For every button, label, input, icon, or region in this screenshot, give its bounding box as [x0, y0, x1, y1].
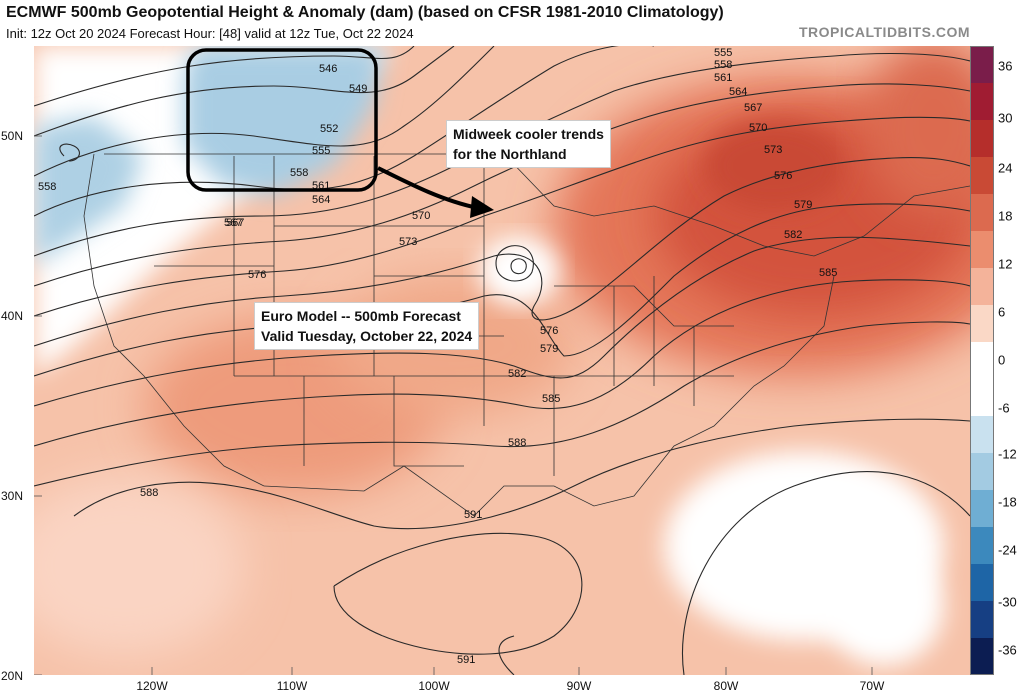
contour-label: 567	[224, 217, 242, 229]
contour-label: 567	[226, 217, 244, 229]
contour-label: 585	[542, 393, 560, 405]
contour-label: 558	[38, 181, 56, 193]
contour-label: 567	[744, 102, 762, 114]
callout-euro-line2: Valid Tuesday, October 22, 2024	[261, 328, 473, 344]
contour-label: 546	[319, 63, 337, 75]
contour-label: 573	[399, 236, 417, 248]
colorbar-tick-label: 18	[998, 208, 1013, 224]
colorbar-swatch	[970, 342, 994, 380]
contour-label: 564	[729, 86, 747, 98]
colorbar-tick-label: -18	[998, 494, 1017, 510]
contour-label: 576	[774, 170, 792, 182]
colorbar-tick-label: 36	[998, 58, 1013, 74]
colorbar-swatch	[970, 601, 994, 639]
map-subtitle: Init: 12z Oct 20 2024 Forecast Hour: [48…	[6, 26, 414, 41]
lon-label: 110W	[276, 679, 308, 693]
contour-label: 585	[819, 267, 837, 279]
colorbar-tick-label: 0	[998, 352, 1006, 368]
callout-northland: Midweek cooler trends for the Northland	[446, 120, 611, 168]
arrow	[377, 166, 494, 218]
colorbar-swatch	[970, 490, 994, 528]
colorbar-tick-label: -36	[998, 642, 1017, 658]
contour-label: 576	[540, 325, 558, 337]
colorbar-swatch	[970, 305, 994, 343]
colorbar-swatch	[970, 453, 994, 491]
contour-label: 582	[508, 368, 526, 380]
graticule	[34, 135, 873, 675]
contour-label: 570	[412, 210, 430, 222]
contour-label: 570	[749, 122, 767, 134]
contour-label: 591	[457, 654, 475, 666]
contour-label: 579	[794, 199, 812, 211]
colorbar-swatch	[970, 416, 994, 454]
colorbar-swatch	[970, 564, 994, 602]
contour-label: 588	[508, 437, 526, 449]
colorbar-swatch	[970, 527, 994, 565]
contour-label: 549	[349, 83, 367, 95]
contour-label: 555	[312, 145, 330, 157]
colorbar-swatch	[970, 120, 994, 158]
lon-label: 100W	[418, 679, 450, 693]
colorbar-tick-label: -30	[998, 594, 1017, 610]
callout-euro-model: Euro Model -- 500mb Forecast Valid Tuesd…	[254, 302, 480, 350]
map-title: ECMWF 500mb Geopotential Height & Anomal…	[6, 4, 724, 21]
contour-label: 561	[714, 72, 732, 84]
colorbar-tick-label: 24	[998, 160, 1013, 176]
lat-label: 20N	[1, 669, 24, 683]
colorbar-tick-label: -24	[998, 542, 1017, 558]
contour-label: 552	[320, 123, 338, 135]
lat-label: 40N	[1, 309, 24, 323]
contour-label: 576	[248, 269, 266, 281]
colorbar-swatch	[970, 157, 994, 195]
lon-label: 120W	[136, 679, 168, 693]
lon-label: 70W	[859, 679, 885, 693]
watermark: TROPICALTIDBITS.COM	[798, 24, 970, 40]
colorbar-tick-label: 12	[998, 256, 1013, 272]
contour-label: 555	[714, 47, 732, 59]
colorbar-border	[970, 46, 994, 675]
colorbar-tick-label: -6	[998, 400, 1010, 416]
colorbar-tick-label: -12	[998, 446, 1017, 462]
colorbar-swatch	[970, 194, 994, 232]
lon-label: 80W	[713, 679, 739, 693]
contour-label: 564	[312, 194, 330, 206]
colorbar-tick-label: 6	[998, 304, 1006, 320]
lon-label: 90W	[566, 679, 592, 693]
contour-label: 558	[290, 167, 308, 179]
contour-label: 558	[714, 59, 732, 71]
callout-northland-line2: for the Northland	[453, 146, 567, 162]
contour-label: 582	[784, 229, 802, 241]
colorbar-swatch	[970, 46, 994, 84]
contour-label: 588	[140, 487, 158, 499]
colorbar-tick-label: 30	[998, 110, 1013, 126]
colorbar-swatch	[970, 379, 994, 417]
contour-label: 579	[540, 343, 558, 355]
colorbar-swatch	[970, 268, 994, 306]
colorbar-swatch	[970, 638, 994, 675]
colorbar-swatch	[970, 231, 994, 269]
colorbar-scale	[970, 46, 994, 675]
highlight-box	[186, 48, 378, 192]
contour-labels: 555 558 561 564 567 570 573 576 579 582 …	[38, 47, 837, 666]
callout-northland-line1: Midweek cooler trends	[453, 126, 604, 142]
colorbar: 36 30 24 18 12 6 0 -6 -12 -18 -24 -30 -36	[970, 46, 1024, 675]
contour-label: 591	[464, 509, 482, 521]
map-header: ECMWF 500mb Geopotential Height & Anomal…	[0, 0, 1024, 46]
lat-label: 50N	[1, 129, 24, 143]
lat-label: 30N	[1, 489, 24, 503]
colorbar-swatch	[970, 83, 994, 121]
callout-euro-line1: Euro Model -- 500mb Forecast	[261, 308, 461, 324]
contour-label: 573	[764, 144, 782, 156]
